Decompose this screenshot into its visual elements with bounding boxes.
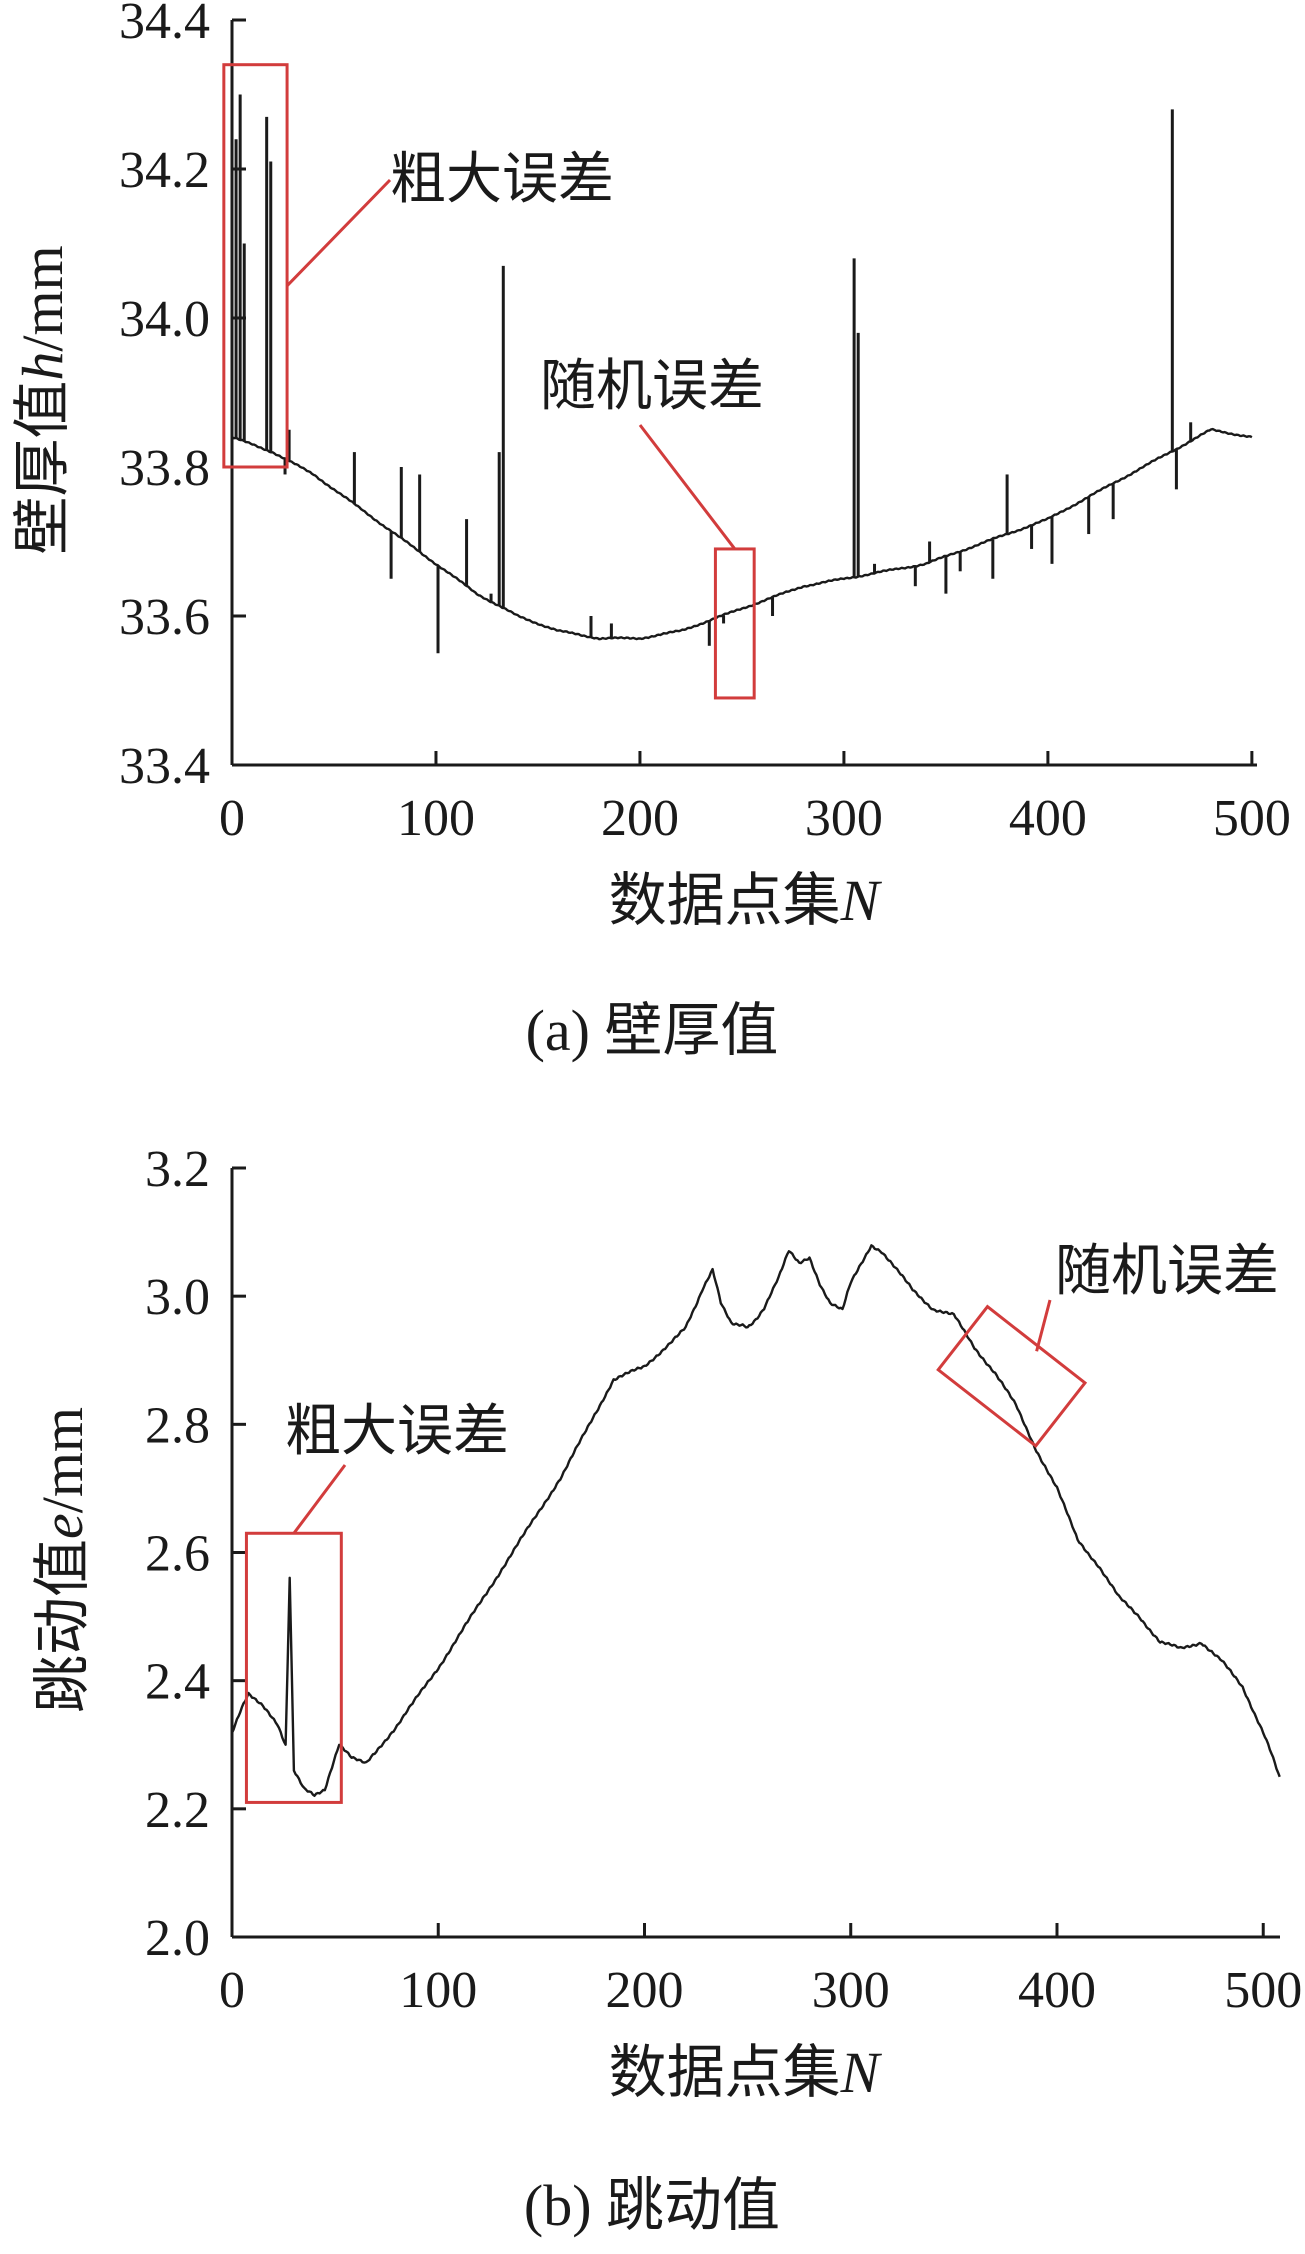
y-axis-label-var: h <box>10 352 75 381</box>
annotation-leader <box>285 178 392 287</box>
y-axis-label: 跳动值e/mm <box>28 1407 96 1713</box>
y-tick-label: 2.0 <box>145 1910 210 1967</box>
y-axis-label-main: 壁厚值 <box>8 381 76 555</box>
x-axis-label: 数据点集N <box>609 2038 883 2106</box>
y-tick-label: 34.2 <box>119 142 210 199</box>
annotation-box <box>222 63 289 469</box>
chart-panel-b: 2.0 2.2 2.4 2.6 2.8 3.0 3.2 0 100 200 300 400 500 粗… <box>28 1141 1302 2238</box>
y-tick-group: 2.0 2.2 2.4 2.6 2.8 3.0 3.2 <box>145 1141 246 1967</box>
y-tick-label: 33.4 <box>119 738 210 795</box>
y-axis-label-var: e <box>30 1513 95 1539</box>
x-axis-label-main: 数据点集 <box>609 866 841 934</box>
series-line <box>230 1244 1281 1798</box>
x-axis-label: 数据点集N <box>609 866 883 934</box>
x-tick-label: 400 <box>1009 790 1087 847</box>
annotation-label: 粗大误差 <box>390 147 614 212</box>
x-axis-label-main: 数据点集 <box>609 2038 841 2106</box>
y-tick-label: 33.6 <box>119 589 210 646</box>
y-tick-label: 33.8 <box>119 440 210 497</box>
x-tick-label: 200 <box>605 1962 683 2019</box>
x-tick-group: 0 100 200 300 400 500 <box>219 1923 1302 2019</box>
y-axis-label-main: 跳动值 <box>28 1539 96 1713</box>
annotation-leader <box>292 1464 347 1535</box>
y-tick-label: 3.0 <box>145 1269 210 1326</box>
annotation-label: 随机误差 <box>1055 1239 1279 1304</box>
y-tick-label: 2.6 <box>145 1526 210 1583</box>
y-tick-label: 34.4 <box>119 0 210 50</box>
annotation-label: 随机误差 <box>540 354 764 419</box>
panel-caption: (a) 壁厚值 <box>526 998 779 1063</box>
annotation-leader <box>1035 1299 1052 1352</box>
x-tick-group: 0 100 200 300 400 500 <box>219 751 1291 847</box>
series-line <box>231 427 1253 641</box>
x-tick-label: 100 <box>397 790 475 847</box>
annotation-box <box>713 547 756 700</box>
annotation-leader <box>638 424 736 550</box>
y-tick-label: 2.8 <box>145 1397 210 1454</box>
annotation-label: 粗大误差 <box>285 1399 509 1464</box>
annotation-group: 粗大误差 随机误差 <box>244 1239 1279 1804</box>
panel-caption: (b) 跳动值 <box>524 2173 780 2238</box>
x-axis-label-var: N <box>840 2040 883 2105</box>
x-tick-label: 300 <box>812 1962 890 2019</box>
y-tick-label: 3.2 <box>145 1141 210 1198</box>
y-tick-label: 34.0 <box>119 291 210 348</box>
x-tick-label: 400 <box>1018 1962 1096 2019</box>
y-axis-label-unit: /mm <box>30 1407 95 1513</box>
y-tick-group: 33.4 33.6 33.8 34.0 34.2 34.4 <box>119 0 246 795</box>
y-axis-label: 壁厚值h/mm <box>8 245 76 554</box>
series-group <box>231 94 1253 654</box>
annotation-box <box>936 1304 1088 1448</box>
annotation-box <box>244 1531 343 1804</box>
y-tick-label: 2.2 <box>145 1782 210 1839</box>
y-tick-label: 2.4 <box>145 1654 210 1711</box>
x-tick-label: 500 <box>1213 790 1291 847</box>
series-group <box>230 1244 1281 1798</box>
x-tick-label: 200 <box>601 790 679 847</box>
x-axis-label-var: N <box>840 868 883 933</box>
x-tick-label: 300 <box>805 790 883 847</box>
x-tick-label: 500 <box>1224 1962 1302 2019</box>
y-axis-label-unit: /mm <box>10 245 75 351</box>
x-tick-label: 100 <box>399 1962 477 2019</box>
x-tick-label: 0 <box>219 790 245 847</box>
chart-panel-a: 33.4 33.6 33.8 34.0 34.2 34.4 0 100 200 300 400 50… <box>8 0 1291 1063</box>
x-tick-label: 0 <box>219 1962 245 2019</box>
